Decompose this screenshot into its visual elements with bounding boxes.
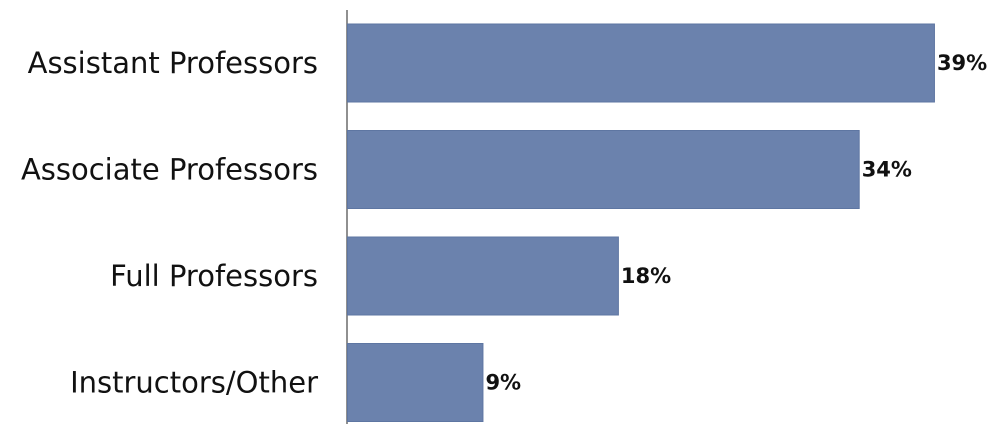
category-label-3: Instructors/Other: [70, 366, 318, 400]
category-label-2: Full Professors: [110, 259, 318, 293]
value-label-0: 39%: [937, 51, 987, 75]
bars-group: [347, 23, 935, 422]
category-label-0: Assistant Professors: [28, 46, 318, 80]
bar-3: [347, 343, 484, 422]
category-label-1: Associate Professors: [21, 153, 318, 187]
bar-0: [347, 23, 935, 103]
value-label-1: 34%: [862, 158, 912, 182]
value-label-3: 9%: [485, 371, 521, 395]
value-label-2: 18%: [621, 264, 671, 288]
bar-1: [347, 130, 860, 209]
bar-2: [347, 236, 619, 316]
labels-group: Assistant Professors 39% Associate Profess…: [21, 46, 987, 400]
